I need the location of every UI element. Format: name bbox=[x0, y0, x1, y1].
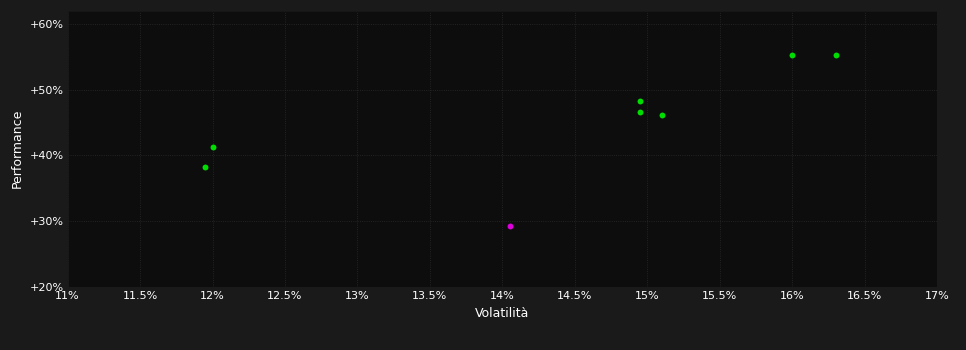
Point bbox=[197, 164, 213, 169]
X-axis label: Volatilità: Volatilità bbox=[475, 307, 529, 320]
Point bbox=[502, 224, 518, 229]
Point bbox=[205, 145, 220, 150]
Point bbox=[828, 52, 843, 58]
Point bbox=[654, 112, 669, 117]
Point bbox=[632, 109, 647, 115]
Point bbox=[784, 52, 800, 57]
Point bbox=[632, 99, 647, 104]
Y-axis label: Performance: Performance bbox=[11, 109, 24, 188]
